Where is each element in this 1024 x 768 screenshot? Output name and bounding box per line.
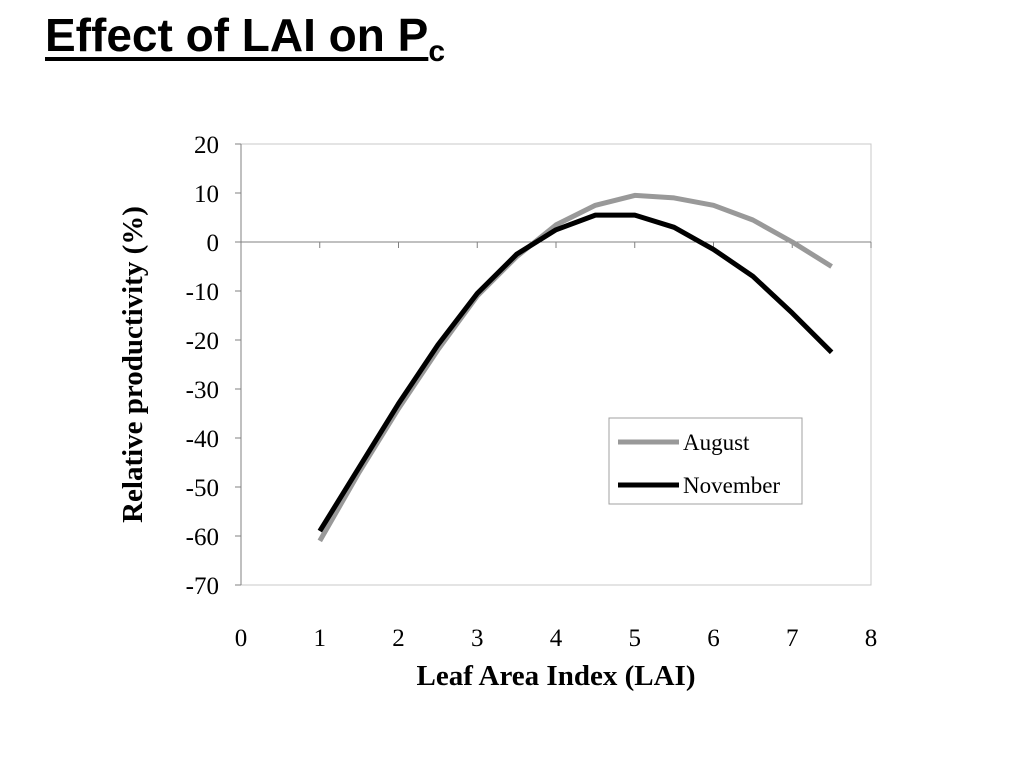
y-tick-label: -50 (186, 475, 219, 502)
y-tick-label: -40 (186, 426, 219, 453)
x-tick-label: 1 (314, 625, 327, 652)
x-axis-title: Leaf Area Index (LAI) (417, 660, 696, 692)
legend-label-november: November (683, 473, 780, 498)
y-axis-title: Relative productivity (%) (117, 206, 149, 523)
series-line-august (317, 192, 833, 543)
title-main: Effect of LAI on P (45, 9, 429, 61)
y-tick-label: -60 (186, 524, 219, 551)
x-tick-label: 8 (865, 625, 878, 652)
plot-area (240, 143, 872, 586)
x-tick-label: 0 (235, 625, 248, 652)
y-tick-label: -20 (186, 328, 219, 355)
legend-box (608, 417, 803, 505)
y-tick-label: -30 (186, 377, 219, 404)
x-tick-label: 4 (550, 625, 563, 652)
legend-label-august: August (683, 430, 750, 455)
slide-title: Effect of LAI on Pc (45, 8, 445, 68)
x-tick-label: 7 (786, 625, 799, 652)
y-tick-label: -10 (186, 279, 219, 306)
x-tick-label: 3 (471, 625, 484, 652)
title-subscript: c (428, 35, 446, 68)
y-tick-label: 20 (194, 132, 219, 159)
y-tick-label: -70 (186, 573, 219, 600)
x-tick-label: 5 (629, 625, 642, 652)
series-line-november (317, 212, 834, 533)
x-tick-label: 6 (707, 625, 720, 652)
x-tick-label: 2 (392, 625, 405, 652)
y-tick-label: 10 (194, 181, 219, 208)
y-tick-label: 0 (207, 230, 220, 257)
